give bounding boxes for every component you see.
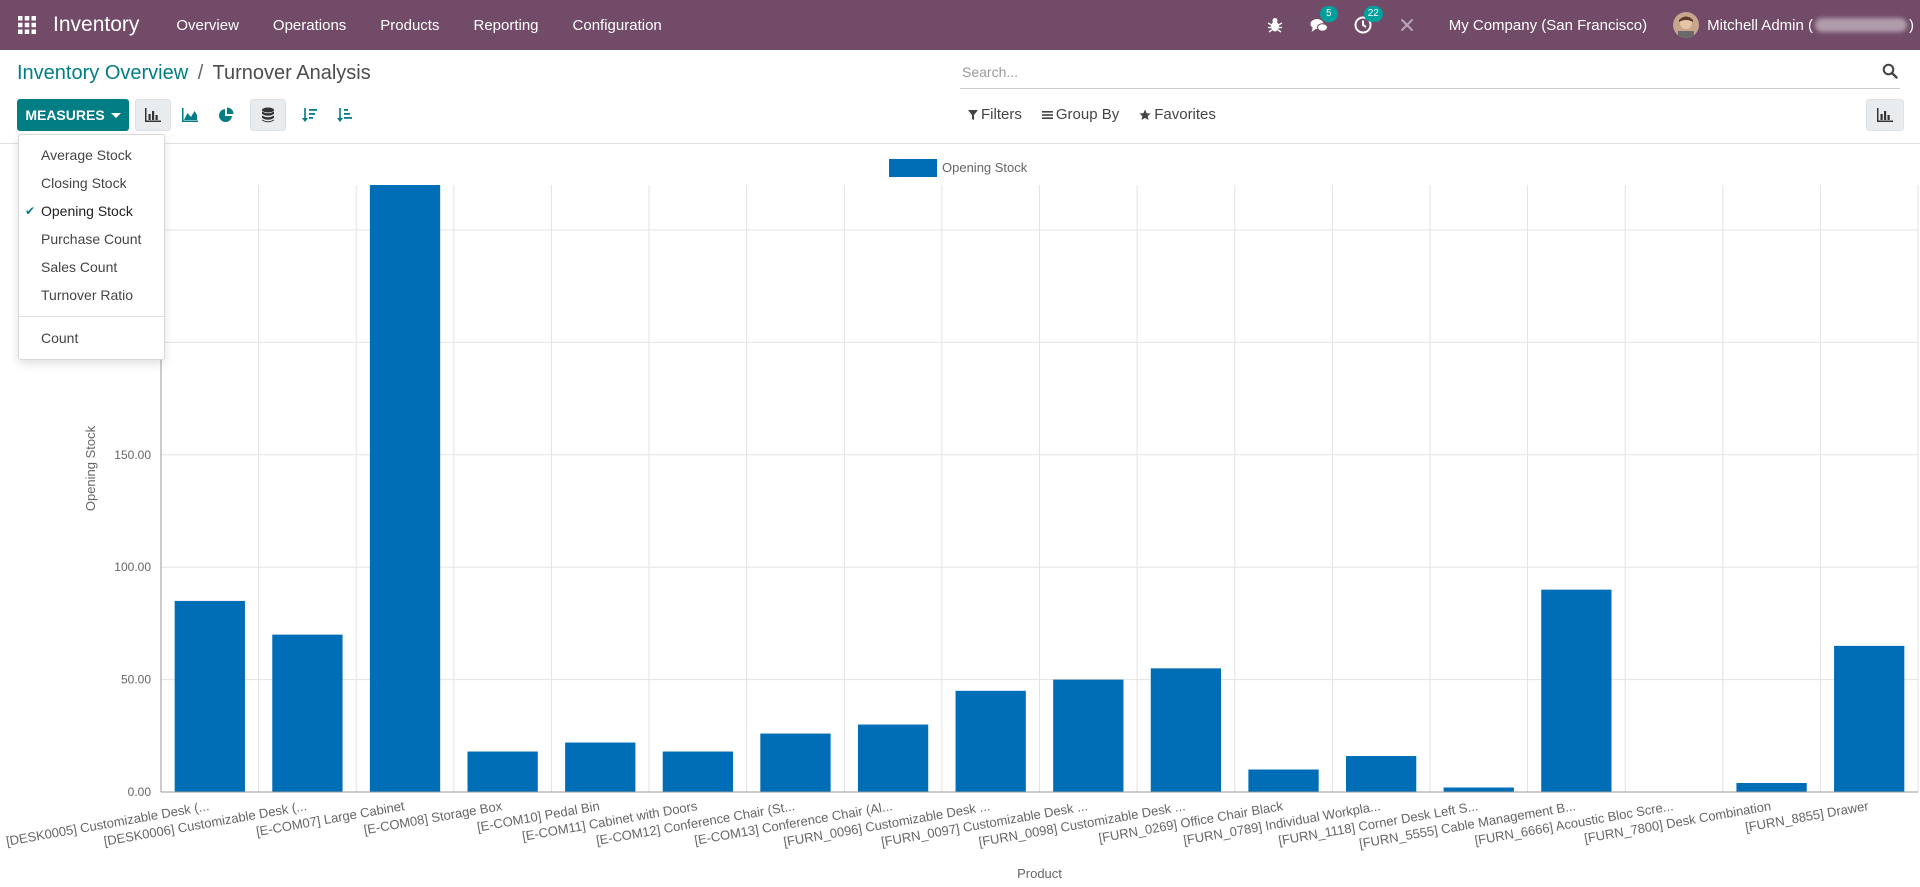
legend-swatch[interactable] [889,159,937,177]
graph-view-switch-button[interactable] [1866,99,1904,131]
bar-chart-icon [1877,108,1893,122]
measure-turnover-ratio-label: Turnover Ratio [41,287,134,303]
group-by-button[interactable]: Group By [1041,106,1120,123]
measure-turnover-ratio[interactable]: Turnover Ratio [19,281,164,309]
measures-dropdown-menu: Average Stock Closing Stock ✔ Opening Sto… [18,134,165,360]
menu-overview[interactable]: Overview [176,16,239,34]
messages-icon[interactable]: 5 [1309,6,1338,35]
stacked-toggle-button[interactable] [250,99,286,131]
menu-operations[interactable]: Operations [272,16,347,34]
user-name: Mitchell Admin ( [1707,16,1813,34]
search-icon[interactable] [1882,63,1898,84]
bar[interactable] [857,724,929,792]
bar[interactable] [662,751,734,792]
measure-average-stock-label: Average Stock [41,147,132,163]
filters-label: Filters [981,106,1022,123]
caret-down-icon [110,112,121,118]
bar[interactable] [1443,787,1514,792]
bar[interactable] [1834,645,1905,792]
bar[interactable] [1248,769,1319,792]
y-tick-label: 150.00 [114,448,151,462]
control-panel-divider [0,143,1920,144]
systray: 5 22 My Company (San Francisco) [1253,0,1920,50]
blurred-database-name [1815,18,1907,32]
bar[interactable] [369,185,441,792]
bar[interactable] [955,690,1026,792]
group-by-label: Group By [1055,106,1120,123]
bar[interactable] [760,733,831,792]
breadcrumb-separator: / [197,62,204,84]
measure-closing-stock-label: Closing Stock [41,175,127,191]
sort-ascending-button[interactable] [327,99,363,131]
top-navbar: Inventory Overview Operations Products R… [0,0,1920,50]
legend-label[interactable]: Opening Stock [942,160,1028,175]
sort-ascending-icon [337,108,352,122]
measure-purchase-count-label: Purchase Count [41,231,142,247]
measure-sales-count[interactable]: Sales Count [19,253,164,281]
bar-chart-mode-button[interactable] [135,99,171,131]
measure-count-label: Count [41,330,79,346]
star-icon [1139,109,1151,120]
sort-descending-icon [302,108,317,122]
measure-count[interactable]: Count [19,324,164,352]
bar[interactable] [1736,783,1807,792]
group-by-icon [1041,110,1053,119]
search-input[interactable] [960,59,1840,85]
favorites-button[interactable]: Favorites [1139,106,1216,123]
search-bar [960,59,1900,89]
bar[interactable] [174,600,245,792]
y-axis-label: Opening Stock [83,425,98,511]
messages-count-badge: 5 [1319,6,1338,22]
bar[interactable] [1150,668,1222,792]
measure-average-stock[interactable]: Average Stock [19,141,164,169]
area-chart-icon [182,108,198,122]
menu-configuration[interactable]: Configuration [572,16,662,34]
favorites-label: Favorites [1154,106,1216,123]
measure-opening-stock[interactable]: ✔ Opening Stock [19,197,164,225]
tools-icon[interactable] [1397,15,1417,35]
breadcrumb-parent-link[interactable]: Inventory Overview [17,62,189,84]
filter-icon [968,109,978,120]
bar[interactable] [467,751,538,792]
pie-chart-mode-button[interactable] [208,99,244,131]
bar[interactable] [1541,589,1612,792]
measure-opening-stock-label: Opening Stock [41,203,133,219]
sort-descending-button[interactable] [292,99,328,131]
menu-products[interactable]: Products [380,16,440,34]
app-brand[interactable]: Inventory [53,13,140,36]
checkmark-icon: ✔ [25,204,36,218]
bar[interactable] [272,634,343,792]
bar[interactable] [1053,679,1124,792]
activities-clock-icon[interactable]: 22 [1353,6,1383,35]
measure-closing-stock[interactable]: Closing Stock [19,169,164,197]
database-stack-icon [262,107,274,123]
y-tick-label: 100.00 [114,560,151,574]
dropdown-divider [19,316,164,317]
apps-menu-icon[interactable] [17,15,37,35]
breadcrumb: Inventory Overview / Turnover Analysis [17,62,371,85]
measure-sales-count-label: Sales Count [41,259,118,275]
user-name-suffix: ) [1909,16,1914,34]
bar[interactable] [565,742,636,792]
page-title: Turnover Analysis [212,62,371,84]
measures-dropdown-button[interactable]: MEASURES [17,99,129,131]
debug-bug-icon[interactable] [1265,15,1285,35]
measure-purchase-count[interactable]: Purchase Count [19,225,164,253]
avatar [1673,12,1700,38]
company-switcher[interactable]: My Company (San Francisco) [1448,16,1648,34]
pie-chart-icon [219,107,234,122]
y-tick-label: 0.00 [128,785,152,799]
search-options: Filters Group By Favorites [968,106,1236,123]
line-chart-mode-button[interactable] [172,99,208,131]
measures-label: MEASURES [25,107,105,123]
x-axis-label: Product [1017,866,1062,881]
menu-reporting[interactable]: Reporting [473,16,539,34]
filters-button[interactable]: Filters [968,106,1022,123]
user-menu[interactable]: Mitchell Admin ( ) [1673,12,1914,38]
bar[interactable] [1345,756,1417,792]
bar-chart-icon [145,108,161,122]
activities-count-badge: 22 [1363,6,1383,22]
y-tick-label: 50.00 [121,673,151,687]
